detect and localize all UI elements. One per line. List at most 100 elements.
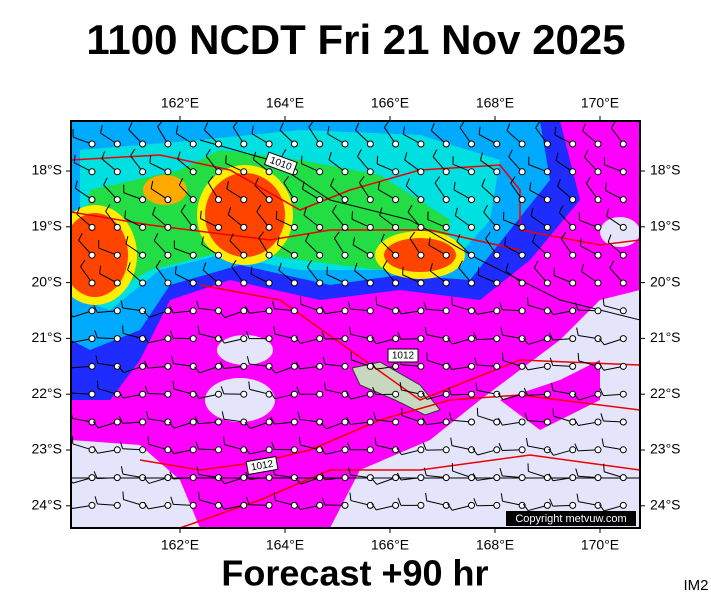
field-red: [205, 173, 285, 257]
barb-flag: [119, 440, 124, 449]
barb-flag: [423, 301, 427, 310]
station: [139, 168, 147, 176]
longitude-label: 168°E: [476, 537, 514, 553]
station: [215, 418, 222, 426]
station: [164, 418, 172, 426]
field-lavender: [330, 290, 640, 528]
station: [619, 223, 627, 231]
barb-flag: [302, 181, 305, 190]
station: [594, 501, 602, 509]
barb-flag: [574, 443, 579, 452]
barb-flag: [105, 204, 111, 212]
barb-flag: [576, 493, 579, 502]
station: [417, 446, 425, 454]
field-orange: [143, 175, 187, 205]
barb-flag: [203, 122, 209, 131]
contour-label-text: 1012: [250, 459, 274, 474]
station: [88, 140, 96, 148]
station: [543, 446, 551, 454]
station: [113, 418, 121, 426]
station: [543, 474, 551, 482]
barb-flag: [245, 305, 250, 314]
station: [392, 168, 400, 176]
corner-label: IM2: [683, 577, 708, 594]
station: [518, 418, 526, 426]
barb-flag: [219, 336, 225, 344]
barb-flag: [150, 180, 154, 189]
barb-flag: [510, 176, 516, 184]
station: [518, 307, 526, 315]
barb-flag: [248, 381, 251, 390]
station: [215, 196, 222, 204]
station: [316, 501, 324, 509]
barb-flag: [524, 412, 528, 421]
barb-flag: [198, 491, 200, 500]
barb-flag: [71, 313, 74, 318]
station: [290, 474, 298, 482]
barb-flag: [399, 382, 402, 391]
barb-flag: [226, 181, 229, 190]
barb-flag: [297, 411, 301, 420]
barb-flag: [396, 472, 402, 481]
station: [290, 362, 298, 370]
map-field: [71, 121, 640, 528]
barb-flag: [178, 177, 184, 186]
barb-flag: [504, 237, 507, 246]
barb-flag: [246, 356, 250, 365]
barb-flag: [423, 467, 427, 476]
barb-flag: [345, 392, 352, 400]
station: [139, 279, 147, 287]
station: [88, 474, 96, 482]
station: [594, 335, 602, 343]
station: [341, 501, 349, 509]
station: [493, 279, 501, 287]
station: [493, 140, 501, 148]
barb-flag: [548, 448, 554, 456]
station: [518, 251, 526, 259]
barb-flag: [483, 205, 488, 213]
barb-flag: [600, 413, 604, 422]
latitude-label: 22°S: [31, 385, 62, 401]
station: [619, 390, 627, 398]
barb-flag: [201, 236, 204, 245]
latitude-label: 18°S: [31, 162, 62, 178]
barb-flag: [122, 491, 124, 500]
station: [265, 196, 273, 204]
axis-labels: 162°E 162°E 164°E 164°E 166°E 166°E 168°E 168°E…: [31, 95, 680, 553]
barb-flag: [535, 121, 541, 129]
station: [442, 168, 450, 176]
station: [341, 307, 349, 315]
barb-flag: [229, 233, 234, 242]
station: [290, 196, 298, 204]
station: [265, 223, 273, 231]
station: [468, 223, 475, 231]
station: [619, 335, 627, 343]
barb-flag: [328, 151, 332, 160]
station: [316, 335, 324, 343]
station: [442, 362, 450, 370]
barb-flag: [530, 208, 534, 217]
station: [619, 362, 627, 370]
barb-flag: [405, 178, 410, 187]
barb-flag: [352, 236, 356, 245]
station: [392, 140, 400, 148]
longitude-label: 162°E: [161, 537, 199, 553]
barb-flag: [219, 477, 226, 485]
station: [113, 251, 121, 259]
station: [240, 140, 248, 148]
station: [215, 362, 222, 370]
station: [265, 390, 273, 398]
barb-flag: [472, 448, 478, 456]
map-frame: [70, 120, 641, 529]
barb-flag: [168, 446, 174, 454]
barb-flag: [581, 263, 585, 272]
latitude-label: 20°S: [650, 273, 681, 289]
latitude-label: 18°S: [650, 162, 681, 178]
barb-flag: [202, 262, 207, 271]
longitude-label: 164°E: [266, 537, 304, 553]
barb-flag: [219, 311, 226, 318]
barb-flag: [372, 386, 377, 395]
barb-flag: [273, 492, 276, 501]
barb-flag: [522, 337, 529, 345]
station: [543, 418, 551, 426]
